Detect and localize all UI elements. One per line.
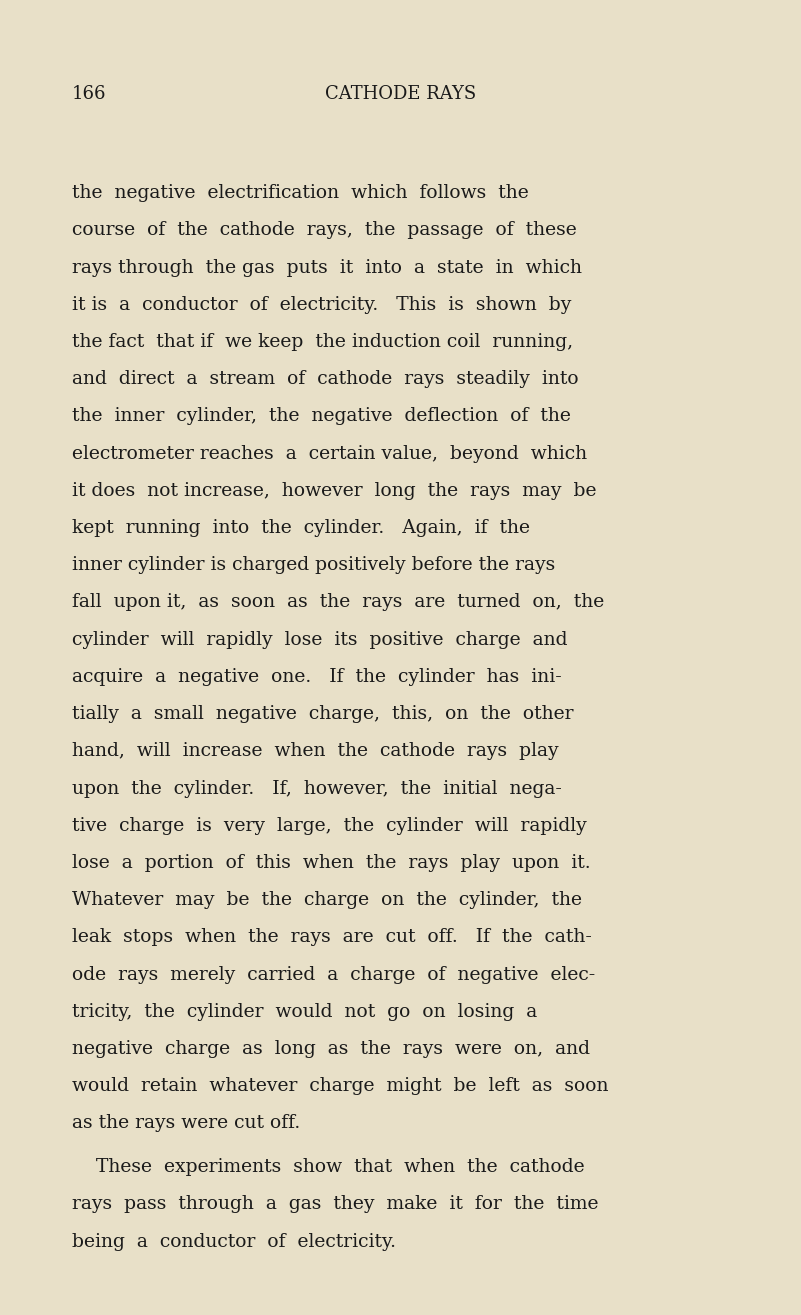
Text: being  a  conductor  of  electricity.: being a conductor of electricity. — [72, 1232, 396, 1251]
Text: the fact  that if  we keep  the induction coil  running,: the fact that if we keep the induction c… — [72, 333, 574, 351]
Text: lose  a  portion  of  this  when  the  rays  play  upon  it.: lose a portion of this when the rays pla… — [72, 853, 590, 872]
Text: negative  charge  as  long  as  the  rays  were  on,  and: negative charge as long as the rays were… — [72, 1040, 590, 1059]
Text: would  retain  whatever  charge  might  be  left  as  soon: would retain whatever charge might be le… — [72, 1077, 609, 1095]
Text: These  experiments  show  that  when  the  cathode: These experiments show that when the cat… — [72, 1159, 585, 1176]
Text: 166: 166 — [72, 85, 107, 104]
Text: kept  running  into  the  cylinder.   Again,  if  the: kept running into the cylinder. Again, i… — [72, 519, 530, 537]
Text: tive  charge  is  very  large,  the  cylinder  will  rapidly: tive charge is very large, the cylinder … — [72, 817, 587, 835]
Text: rays  pass  through  a  gas  they  make  it  for  the  time: rays pass through a gas they make it for… — [72, 1195, 598, 1214]
Text: the  inner  cylinder,  the  negative  deflection  of  the: the inner cylinder, the negative deflect… — [72, 408, 571, 425]
Text: hand,  will  increase  when  the  cathode  rays  play: hand, will increase when the cathode ray… — [72, 742, 559, 760]
Text: electrometer reaches  a  certain value,  beyond  which: electrometer reaches a certain value, be… — [72, 444, 587, 463]
Text: upon  the  cylinder.   If,  however,  the  initial  nega-: upon the cylinder. If, however, the init… — [72, 780, 562, 797]
Text: the  negative  electrification  which  follows  the: the negative electrification which follo… — [72, 184, 529, 203]
Text: course  of  the  cathode  rays,  the  passage  of  these: course of the cathode rays, the passage … — [72, 221, 577, 239]
Text: ode  rays  merely  carried  a  charge  of  negative  elec-: ode rays merely carried a charge of nega… — [72, 965, 595, 984]
Text: fall  upon it,  as  soon  as  the  rays  are  turned  on,  the: fall upon it, as soon as the rays are tu… — [72, 593, 604, 611]
Text: it is  a  conductor  of  electricity.   This  is  shown  by: it is a conductor of electricity. This i… — [72, 296, 571, 314]
Text: inner cylinder is charged positively before the rays: inner cylinder is charged positively bef… — [72, 556, 555, 575]
Text: acquire  a  negative  one.   If  the  cylinder  has  ini-: acquire a negative one. If the cylinder … — [72, 668, 562, 686]
Text: tricity,  the  cylinder  would  not  go  on  losing  a: tricity, the cylinder would not go on lo… — [72, 1003, 537, 1020]
Text: Whatever  may  be  the  charge  on  the  cylinder,  the: Whatever may be the charge on the cylind… — [72, 892, 582, 909]
Text: it does  not increase,  however  long  the  rays  may  be: it does not increase, however long the r… — [72, 481, 597, 500]
Text: CATHODE RAYS: CATHODE RAYS — [325, 85, 476, 104]
Text: and  direct  a  stream  of  cathode  rays  steadily  into: and direct a stream of cathode rays stea… — [72, 370, 578, 388]
Text: leak  stops  when  the  rays  are  cut  off.   If  the  cath-: leak stops when the rays are cut off. If… — [72, 928, 592, 947]
Text: rays through  the gas  puts  it  into  a  state  in  which: rays through the gas puts it into a stat… — [72, 259, 582, 276]
Text: cylinder  will  rapidly  lose  its  positive  charge  and: cylinder will rapidly lose its positive … — [72, 631, 568, 648]
Text: as the rays were cut off.: as the rays were cut off. — [72, 1114, 300, 1132]
Text: tially  a  small  negative  charge,  this,  on  the  other: tially a small negative charge, this, on… — [72, 705, 574, 723]
